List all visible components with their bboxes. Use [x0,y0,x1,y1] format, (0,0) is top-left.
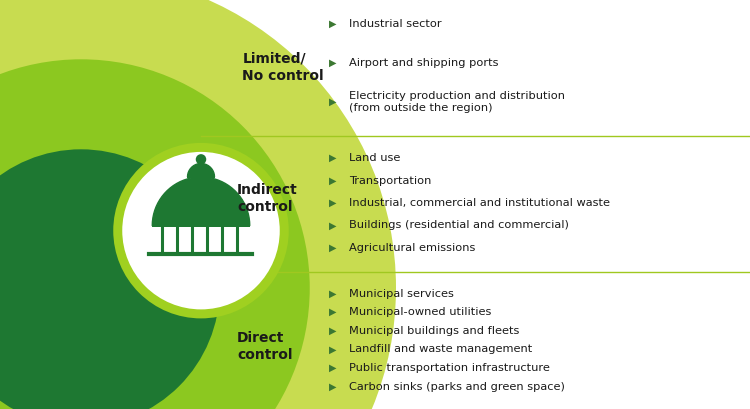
Ellipse shape [0,60,310,409]
Text: ▶: ▶ [328,325,336,335]
Ellipse shape [122,153,280,310]
Text: Public transportation infrastructure: Public transportation infrastructure [349,362,550,372]
Text: Direct
control: Direct control [237,330,292,361]
Text: ▶: ▶ [328,153,336,163]
Text: ▶: ▶ [328,97,336,106]
Polygon shape [188,164,214,178]
Text: ▶: ▶ [328,19,336,29]
Text: Indirect
control: Indirect control [237,183,298,214]
Text: ▶: ▶ [328,306,336,317]
Text: ▶: ▶ [328,362,336,372]
Ellipse shape [196,155,206,165]
Text: Land use: Land use [349,153,400,163]
Text: Buildings (residential and commercial): Buildings (residential and commercial) [349,220,568,230]
Bar [200,196,223,204]
Text: Carbon sinks (parks and green space): Carbon sinks (parks and green space) [349,381,565,391]
Text: Agricultural emissions: Agricultural emissions [349,242,476,252]
Text: ▶: ▶ [328,381,336,391]
Text: Landfill and waste management: Landfill and waste management [349,344,532,353]
Text: Industrial, commercial and institutional waste: Industrial, commercial and institutional… [349,198,610,207]
Text: Municipal buildings and fleets: Municipal buildings and fleets [349,325,519,335]
Text: Municipal-owned utilities: Municipal-owned utilities [349,306,491,317]
Text: Industrial sector: Industrial sector [349,19,441,29]
Text: ▶: ▶ [328,175,336,185]
Text: ▶: ▶ [328,288,336,298]
Text: ▶: ▶ [328,344,336,353]
Text: ▶: ▶ [328,58,336,68]
Bar [201,0,750,409]
Text: Transportation: Transportation [349,175,431,185]
Text: ▶: ▶ [328,220,336,230]
Text: Municipal services: Municipal services [349,288,454,298]
Ellipse shape [0,150,220,409]
Text: Airport and shipping ports: Airport and shipping ports [349,58,498,68]
Ellipse shape [0,0,396,409]
Text: ▶: ▶ [328,198,336,207]
Ellipse shape [113,144,289,319]
Text: Limited/
No control: Limited/ No control [242,52,324,83]
Text: Electricity production and distribution
(from outside the region): Electricity production and distribution … [349,91,565,112]
Text: ▶: ▶ [328,242,336,252]
Polygon shape [152,178,250,226]
